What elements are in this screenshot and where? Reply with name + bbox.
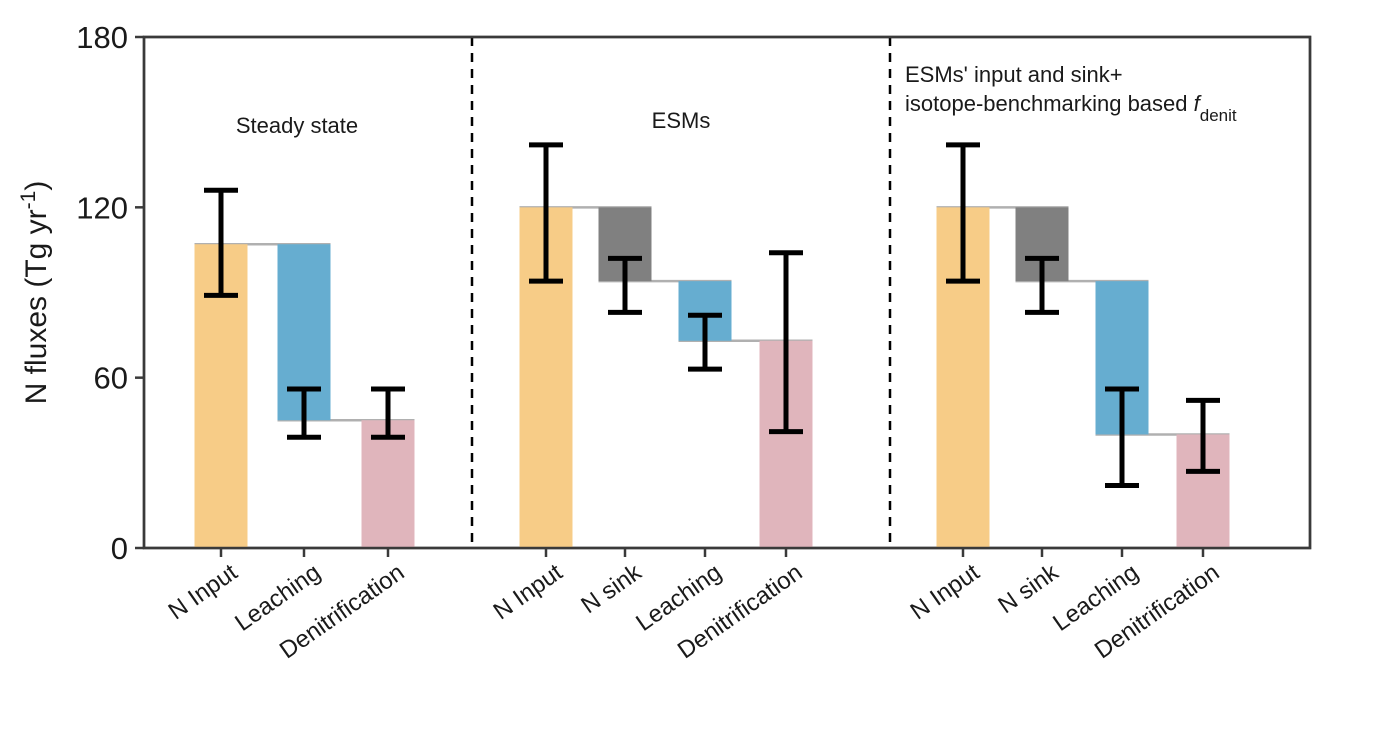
panel-title-panel-esms: ESMs xyxy=(652,108,711,133)
error-bar-denitrification xyxy=(371,386,405,440)
x-tick-label-n-input: N Input xyxy=(906,559,985,626)
error-bar-leaching xyxy=(1105,386,1139,489)
error-bar-n-sink xyxy=(608,255,642,315)
error-bar-n-input xyxy=(204,187,238,298)
error-bar-n-sink xyxy=(1025,255,1059,315)
y-tick-label-180: 180 xyxy=(76,20,128,55)
error-bar-leaching xyxy=(688,312,722,372)
error-bar-n-input xyxy=(529,142,563,284)
x-tick-label-n-input: N Input xyxy=(489,559,568,626)
bar-panel-steady-state-denitrification xyxy=(361,420,415,548)
y-tick-label-0: 0 xyxy=(111,531,128,566)
y-axis-title: N fluxes (Tg yr-1) xyxy=(17,181,54,405)
error-bar-denitrification xyxy=(1186,397,1220,474)
error-bar-leaching xyxy=(287,386,321,440)
error-bar-denitrification xyxy=(769,250,803,435)
panel-title-panel-isotope-benchmarking: ESMs' input and sink+ isotope-benchmarkin… xyxy=(905,62,1237,125)
plot-frame-overlay xyxy=(142,35,1312,550)
y-tick-label-60: 60 xyxy=(94,361,128,396)
panel-title-panel-steady-state: Steady state xyxy=(236,113,358,138)
error-bar-n-input xyxy=(946,142,980,284)
y-tick-label-120: 120 xyxy=(76,190,128,225)
